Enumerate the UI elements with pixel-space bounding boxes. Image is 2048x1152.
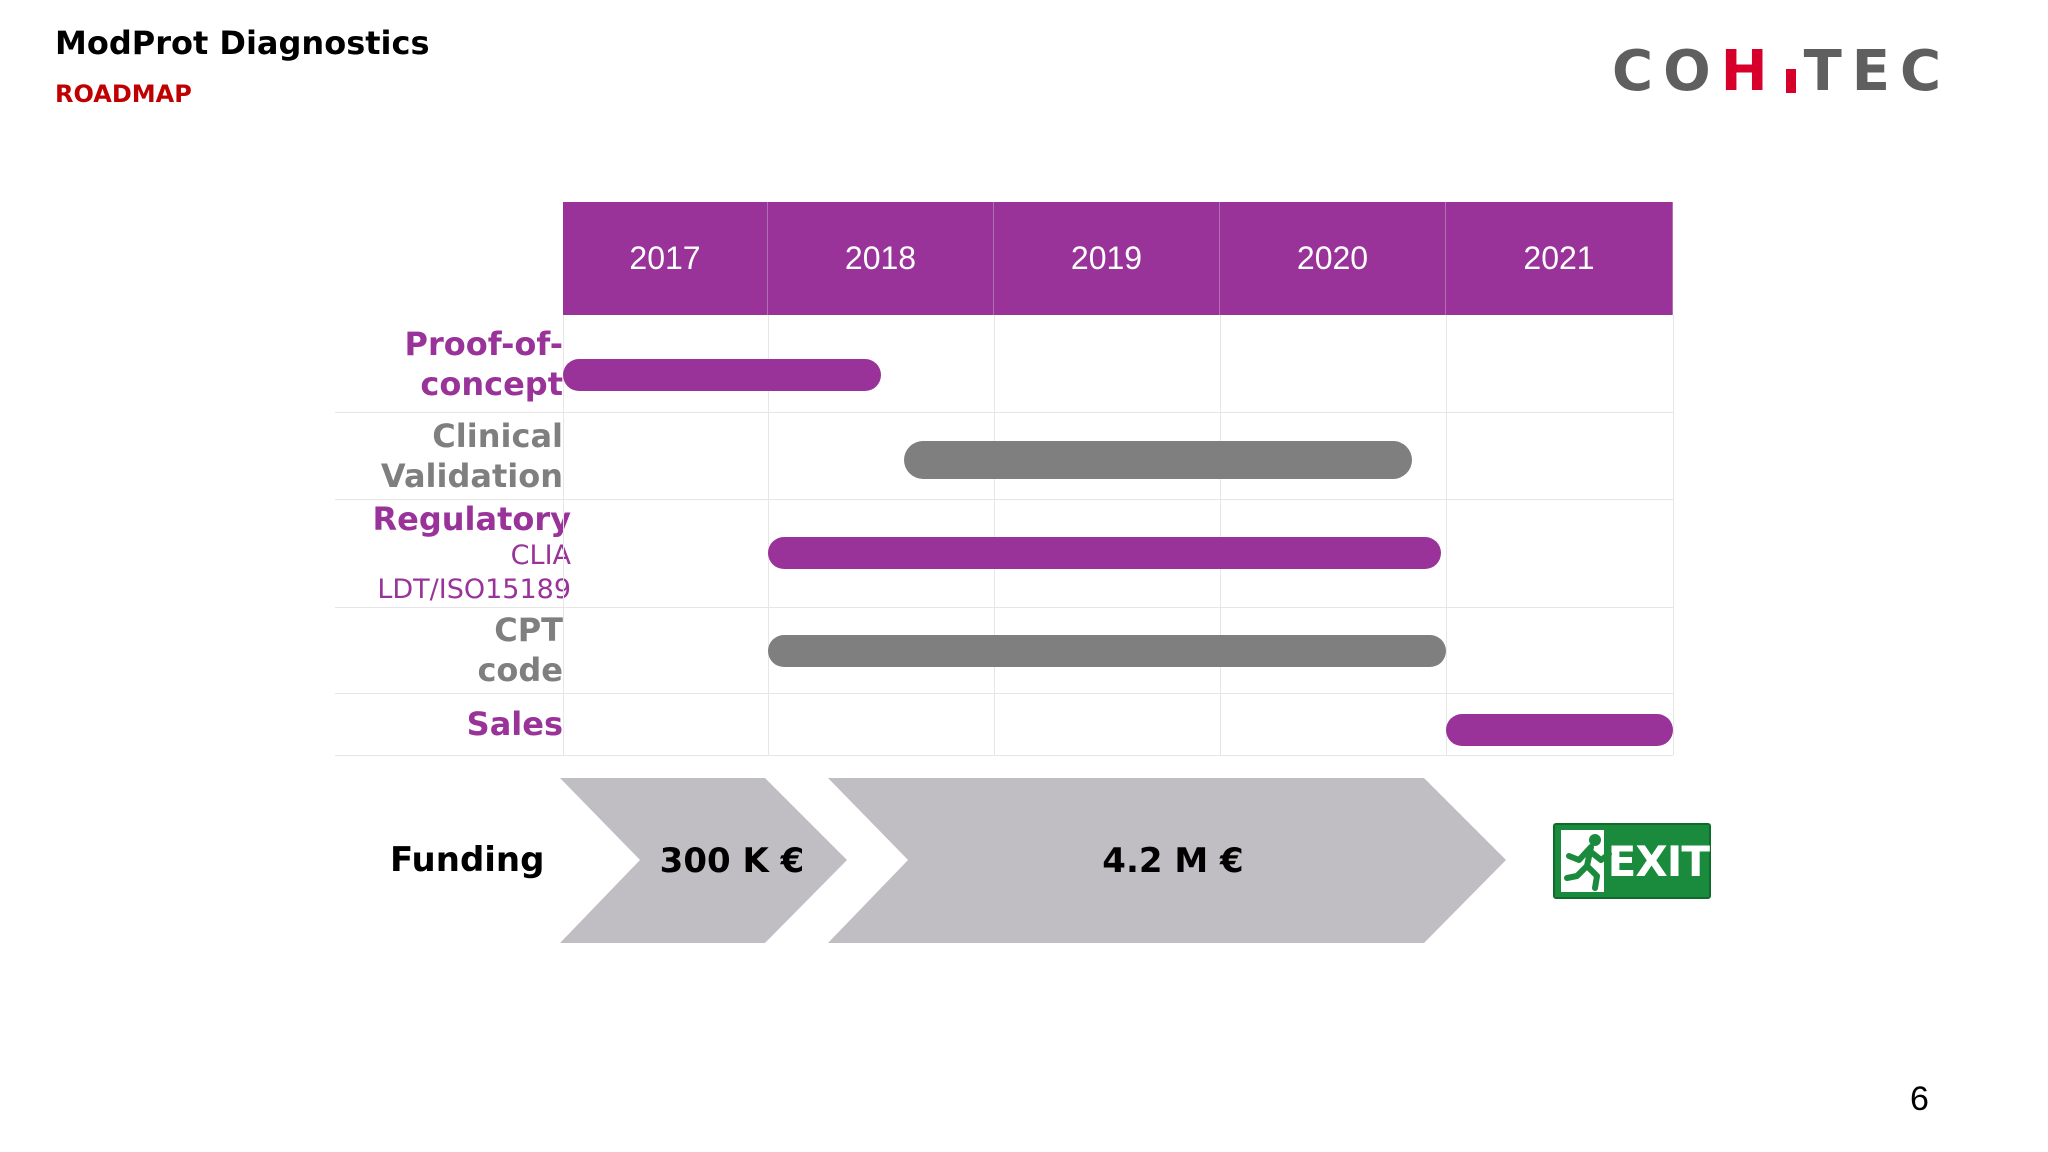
gantt-bar-3: [768, 635, 1446, 667]
gantt-bar-1: [903, 441, 1413, 479]
row-label-2: Regulatory CLIA LDT/ISO15189: [372, 499, 571, 607]
gantt-bar-4: [1446, 714, 1673, 746]
year-header-2021: 2021: [1446, 202, 1673, 315]
year-header-2019: 2019: [994, 202, 1220, 315]
cohitec-logo: CO H TEC: [1612, 38, 1952, 104]
funding-stage-2: 4.2 M €: [1102, 841, 1244, 881]
slide-subtitle: ROADMAP: [55, 80, 192, 108]
grid-vline: [563, 315, 564, 755]
row-label-line: Sales: [466, 705, 563, 743]
row-label-4: Sales: [467, 704, 563, 744]
logo-text-mid: H: [1720, 38, 1778, 104]
slide-title: ModProt Diagnostics: [55, 24, 430, 62]
exit-label: EXIT: [1607, 836, 1710, 886]
row-label-line: Validation: [380, 457, 563, 495]
funding-chevrons: [560, 778, 1506, 943]
roadmap-gantt-chart: Proof-of-concept Clinical Validation Regula…: [335, 202, 1675, 957]
year-header-2017: 2017: [563, 202, 768, 315]
grid-hline: [335, 693, 1673, 694]
logo-text-left: CO: [1612, 38, 1721, 104]
funding-stage-1: 300 K €: [659, 841, 805, 881]
running-man-exit-icon: [1561, 830, 1612, 892]
grid-hline: [335, 755, 1673, 756]
grid-vline: [994, 315, 995, 755]
grid-vline: [1220, 315, 1221, 755]
page-number: 6: [1910, 1080, 1929, 1118]
row-label-line: Regulatory: [372, 500, 571, 538]
funding-chevron-2: [828, 778, 1506, 943]
row-label-line: Proof-of-: [404, 325, 563, 363]
grid-vline: [1673, 315, 1674, 755]
funding-chevron-1: [560, 778, 847, 943]
grid-hline: [335, 499, 1673, 500]
logo-text-right: TEC: [1803, 38, 1952, 104]
year-header-2018: 2018: [768, 202, 994, 315]
grid-vline: [1446, 315, 1447, 755]
row-sublabel-line: CLIA: [510, 540, 571, 571]
row-label-line: CPT: [494, 611, 563, 649]
exit-sign: EXIT: [1553, 823, 1711, 899]
gantt-bar-0: [563, 359, 881, 391]
gantt-bar-2: [768, 537, 1442, 569]
row-label-3: CPT code: [477, 610, 563, 690]
row-label-1: Clinical Validation: [381, 416, 563, 496]
grid-hline: [335, 412, 1673, 413]
logo-dot-icon: [1785, 69, 1796, 93]
row-label-line: code: [477, 651, 563, 689]
row-label-column: Proof-of-concept Clinical Validation Regula…: [335, 202, 571, 762]
row-label-line: Clinical: [432, 417, 563, 455]
year-header-2020: 2020: [1220, 202, 1446, 315]
funding-label: Funding: [390, 840, 545, 880]
grid-hline: [335, 607, 1673, 608]
grid-vline: [768, 315, 769, 755]
row-label-line: concept: [420, 365, 563, 403]
row-sublabel-line: LDT/ISO15189: [377, 574, 571, 605]
row-label-0: Proof-of-concept: [405, 324, 563, 404]
